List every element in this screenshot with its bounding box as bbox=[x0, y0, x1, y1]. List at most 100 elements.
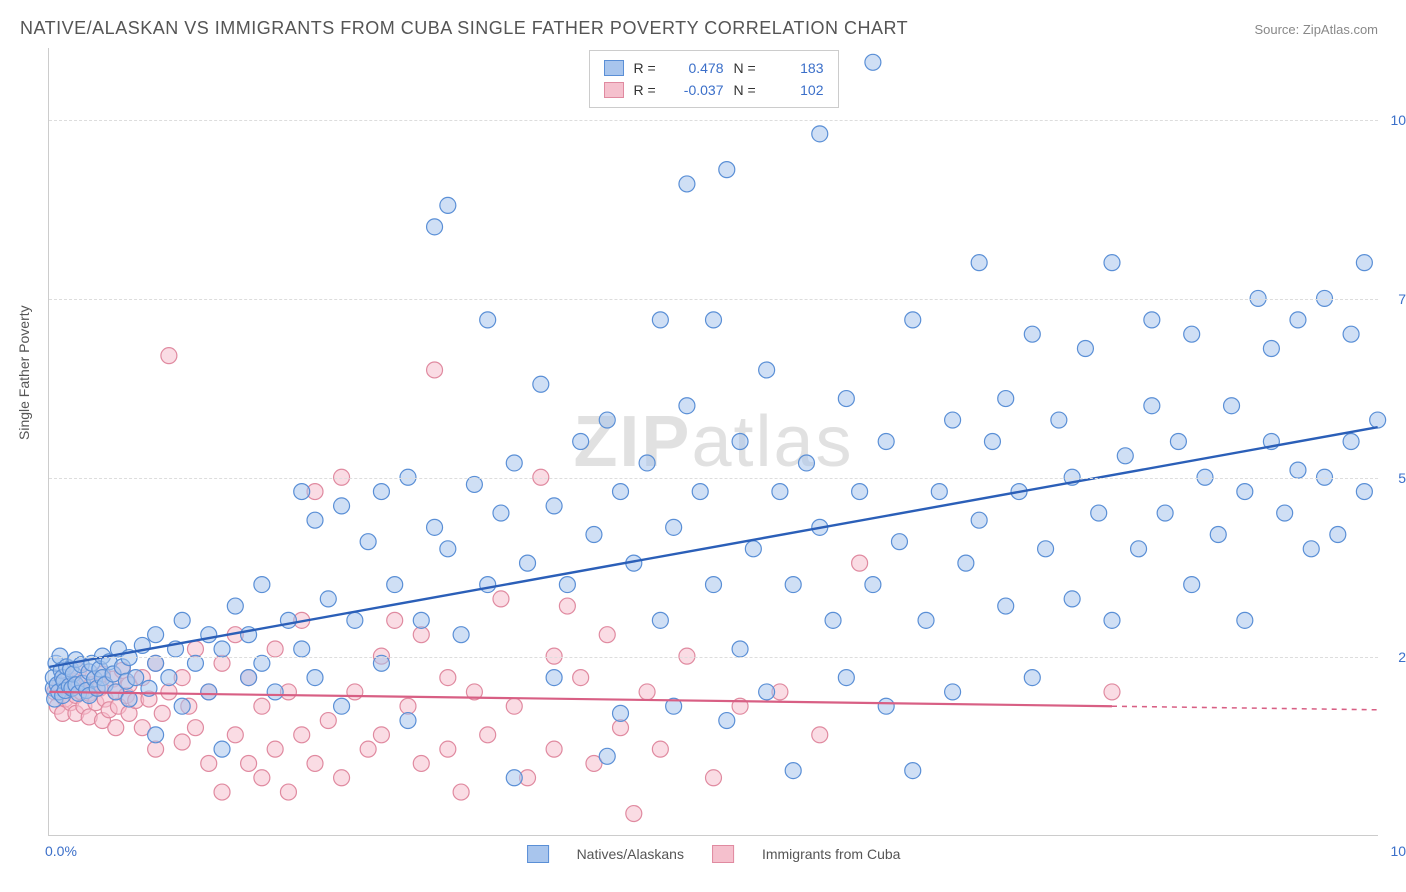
gridline bbox=[49, 299, 1378, 300]
y-tick-label: 75.0% bbox=[1398, 291, 1406, 307]
scatter-point bbox=[413, 627, 429, 643]
scatter-point bbox=[280, 784, 296, 800]
scatter-point bbox=[373, 484, 389, 500]
r-label-1: R = bbox=[634, 57, 662, 79]
scatter-point bbox=[546, 741, 562, 757]
gridline bbox=[49, 120, 1378, 121]
scatter-point bbox=[280, 612, 296, 628]
scatter-point bbox=[1237, 612, 1253, 628]
scatter-point bbox=[759, 684, 775, 700]
scatter-point bbox=[453, 784, 469, 800]
scatter-point bbox=[161, 684, 177, 700]
scatter-point bbox=[187, 641, 203, 657]
scatter-point bbox=[599, 627, 615, 643]
r-label-2: R = bbox=[634, 79, 662, 101]
scatter-point bbox=[825, 612, 841, 628]
legend-swatch-series1 bbox=[527, 845, 549, 863]
scatter-point bbox=[958, 555, 974, 571]
scatter-point bbox=[639, 455, 655, 471]
scatter-point bbox=[706, 312, 722, 328]
source-attribution: Source: ZipAtlas.com bbox=[1254, 22, 1378, 37]
scatter-point bbox=[347, 684, 363, 700]
scatter-point bbox=[1343, 326, 1359, 342]
scatter-point bbox=[267, 741, 283, 757]
scatter-point bbox=[626, 806, 642, 822]
scatter-point bbox=[1303, 541, 1319, 557]
scatter-point bbox=[148, 727, 164, 743]
scatter-point bbox=[852, 555, 868, 571]
scatter-point bbox=[480, 727, 496, 743]
scatter-point bbox=[201, 755, 217, 771]
legend-swatch-series2 bbox=[712, 845, 734, 863]
scatter-point bbox=[294, 727, 310, 743]
scatter-point bbox=[1144, 312, 1160, 328]
scatter-point bbox=[427, 519, 443, 535]
scatter-point bbox=[1091, 505, 1107, 521]
scatter-point bbox=[945, 412, 961, 428]
scatter-point bbox=[161, 348, 177, 364]
scatter-point bbox=[692, 484, 708, 500]
scatter-point bbox=[1038, 541, 1054, 557]
scatter-point bbox=[878, 698, 894, 714]
scatter-point bbox=[387, 577, 403, 593]
scatter-point bbox=[373, 727, 389, 743]
scatter-point bbox=[546, 670, 562, 686]
scatter-point bbox=[360, 741, 376, 757]
scatter-point bbox=[971, 512, 987, 528]
scatter-point bbox=[493, 505, 509, 521]
trend-line-extrapolated bbox=[1112, 706, 1378, 710]
scatter-point bbox=[241, 755, 257, 771]
bottom-legend: Natives/Alaskans Immigrants from Cuba bbox=[527, 845, 901, 863]
scatter-point bbox=[1290, 312, 1306, 328]
scatter-point bbox=[599, 748, 615, 764]
scatter-point bbox=[639, 684, 655, 700]
scatter-point bbox=[1343, 434, 1359, 450]
scatter-point bbox=[945, 684, 961, 700]
scatter-point bbox=[1224, 398, 1240, 414]
scatter-point bbox=[506, 698, 522, 714]
scatter-point bbox=[586, 527, 602, 543]
scatter-point bbox=[413, 755, 429, 771]
scatter-point bbox=[334, 698, 350, 714]
scatter-point bbox=[1330, 527, 1346, 543]
scatter-point bbox=[128, 670, 144, 686]
scatter-point bbox=[413, 612, 429, 628]
scatter-point bbox=[852, 484, 868, 500]
scatter-point bbox=[1024, 326, 1040, 342]
scatter-point bbox=[1051, 412, 1067, 428]
scatter-point bbox=[174, 734, 190, 750]
scatter-point bbox=[573, 434, 589, 450]
scatter-point bbox=[427, 362, 443, 378]
scatter-point bbox=[254, 698, 270, 714]
scatter-point bbox=[971, 255, 987, 271]
scatter-point bbox=[652, 741, 668, 757]
scatter-point bbox=[706, 770, 722, 786]
scatter-point bbox=[227, 598, 243, 614]
scatter-point bbox=[732, 641, 748, 657]
scatter-point bbox=[347, 612, 363, 628]
n-value-1: 183 bbox=[772, 57, 824, 79]
gridline bbox=[49, 657, 1378, 658]
scatter-point bbox=[1131, 541, 1147, 557]
scatter-point bbox=[307, 512, 323, 528]
swatch-series1 bbox=[604, 60, 624, 76]
scatter-point bbox=[573, 670, 589, 686]
plot-area: ZIPatlas R = 0.478 N = 183 R = -0.037 N … bbox=[48, 48, 1378, 836]
scatter-point bbox=[453, 627, 469, 643]
n-label-1: N = bbox=[734, 57, 762, 79]
scatter-point bbox=[1210, 527, 1226, 543]
scatter-point bbox=[905, 763, 921, 779]
scatter-point bbox=[546, 498, 562, 514]
scatter-point bbox=[878, 434, 894, 450]
scatter-point bbox=[865, 54, 881, 70]
scatter-point bbox=[1024, 670, 1040, 686]
scatter-point bbox=[108, 720, 124, 736]
scatter-point bbox=[1117, 448, 1133, 464]
stats-legend-box: R = 0.478 N = 183 R = -0.037 N = 102 bbox=[589, 50, 839, 108]
scatter-point bbox=[148, 627, 164, 643]
x-tick-max: 100.0% bbox=[1391, 843, 1406, 859]
scatter-point bbox=[772, 484, 788, 500]
scatter-point bbox=[440, 197, 456, 213]
scatter-point bbox=[1184, 577, 1200, 593]
scatter-point bbox=[1104, 255, 1120, 271]
